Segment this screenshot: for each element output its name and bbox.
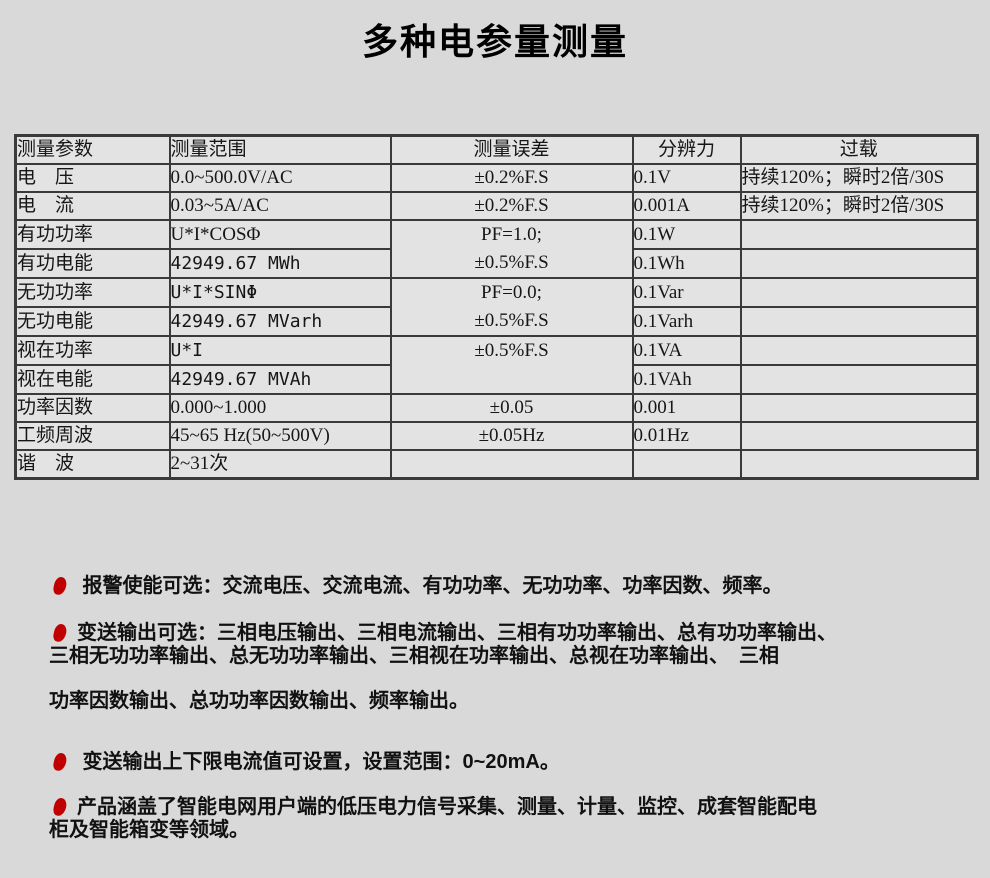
header-resolution: 分辨力: [631, 134, 742, 165]
cell-range: 0.000~1.000: [168, 393, 392, 423]
bullet-transmit-options-line2: 三相无功功率输出、总无功功率输出、三相视在功率输出、总视在功率输出、 三相: [49, 645, 779, 667]
cell-error: ±0.2%F.S: [389, 191, 634, 221]
cell-overload: [739, 449, 979, 480]
cell-resolution: 0.1Wh: [631, 248, 742, 279]
cell-param: 工频周波: [14, 421, 171, 451]
table-row-current: 电 流 0.03~5A/AC ±0.2%F.S 0.001A 持续120%；瞬时…: [14, 191, 979, 221]
table-row-apparent-energy: 视在电能 42949.67 MVAh 0.1VAh: [14, 364, 979, 395]
cell-range: 45~65 Hz(50~500V): [168, 421, 392, 451]
cell-overload: [739, 248, 979, 279]
error-line-1: PF=1.0;: [481, 224, 542, 245]
table-row-frequency: 工频周波 45~65 Hz(50~500V) ±0.05Hz 0.01Hz: [14, 421, 979, 451]
bullet-alarm: 报警使能可选：交流电压、交流电流、有功功率、无功功率、功率因数、频率。: [49, 575, 970, 598]
table-row-power-factor: 功率因数 0.000~1.000 ±0.05 0.001: [14, 393, 979, 423]
cell-resolution: [631, 449, 742, 480]
bullet-icon: [52, 622, 68, 644]
table-row-voltage: 电 压 0.0~500.0V/AC ±0.2%F.S 0.1V 持续120%；瞬…: [14, 163, 979, 193]
cell-param: 有功电能: [14, 248, 171, 279]
bullet-applications-line2: 柜及智能箱变等领域。: [49, 819, 249, 841]
table-row-apparent-power: 视在功率 U*I ±0.5%F.S 0.1VA: [14, 335, 979, 395]
error-line-1: ±0.5%F.S: [474, 340, 549, 361]
error-line-2: ±0.5%F.S: [474, 310, 549, 331]
bullet-transmit-options: 变送输出可选：三相电压输出、三相电流输出、三相有功功率输出、总有功功率输出、: [49, 622, 970, 645]
table-header-row: 测量参数 测量范围 测量误差 分辨力 过载: [14, 134, 979, 165]
table-row-active-energy: 有功电能 42949.67 MWh 0.1Wh: [14, 248, 979, 279]
cell-overload: 持续120%；瞬时2倍/30S: [739, 163, 979, 193]
cell-overload: [739, 219, 979, 250]
table-row-harmonics: 谐 波 2~31次: [14, 449, 979, 480]
cell-param: 视在功率: [14, 335, 171, 366]
cell-range: 0.0~500.0V/AC: [168, 163, 392, 193]
cell-overload: [739, 335, 979, 366]
cell-range: U*I*SINΦ: [168, 277, 392, 308]
cell-overload: 持续120%；瞬时2倍/30S: [739, 191, 979, 221]
feature-bullets: 报警使能可选：交流电压、交流电流、有功功率、无功功率、功率因数、频率。 变送输出…: [49, 575, 970, 842]
bullet-icon: [52, 796, 68, 818]
header-overload: 过载: [739, 134, 979, 165]
cell-error-merged: ±0.5%F.S: [389, 335, 634, 395]
cell-resolution: 0.001A: [631, 191, 742, 221]
cell-error: ±0.05: [389, 393, 634, 423]
table-row-active-power: 有功功率 U*I*COSΦ PF=1.0; ±0.5%F.S 0.1W: [14, 219, 979, 279]
cell-resolution: 0.1Varh: [631, 306, 742, 337]
cell-error-merged: PF=1.0; ±0.5%F.S: [389, 219, 634, 279]
cell-range: U*I*COSΦ: [168, 219, 392, 250]
cell-param: 无功电能: [14, 306, 171, 337]
cell-range: 2~31次: [168, 449, 392, 480]
bullet-icon: [52, 751, 68, 773]
cell-range: 42949.67 MVarh: [168, 306, 392, 337]
cell-param: 无功功率: [14, 277, 171, 308]
table-row-reactive-energy: 无功电能 42949.67 MVarh 0.1Varh: [14, 306, 979, 337]
bullet-text: 报警使能可选：交流电压、交流电流、有功功率、无功功率、功率因数、频率。: [77, 575, 783, 597]
cell-resolution: 0.1V: [631, 163, 742, 193]
cell-param: 电 压: [14, 163, 171, 193]
measurement-spec-table: 测量参数 测量范围 测量误差 分辨力 过载 电 压 0.0~500.0V/AC …: [14, 134, 979, 480]
cell-param: 电 流: [14, 191, 171, 221]
cell-overload: [739, 393, 979, 423]
cell-resolution: 0.001: [631, 393, 742, 423]
page-title: 多种电参量测量: [361, 21, 628, 62]
cell-error: ±0.2%F.S: [389, 163, 634, 193]
cell-error-merged: PF=0.0; ±0.5%F.S: [389, 277, 634, 337]
cell-error: [389, 449, 634, 480]
cell-param: 视在电能: [14, 364, 171, 395]
cell-resolution: 0.1Var: [631, 277, 742, 308]
bullet-transmit-options-line3: 功率因数输出、总功功率因数输出、频率输出。: [49, 690, 469, 712]
error-line-1: PF=0.0;: [481, 282, 542, 303]
header-param: 测量参数: [14, 134, 171, 165]
error-line-2: ±0.5%F.S: [474, 252, 549, 273]
cell-range: U*I: [168, 335, 392, 366]
cell-range: 42949.67 MWh: [168, 248, 392, 279]
header-error: 测量误差: [389, 134, 634, 165]
bullet-icon: [52, 575, 68, 597]
cell-param: 有功功率: [14, 219, 171, 250]
cell-range: 42949.67 MVAh: [168, 364, 392, 395]
bullet-output-range: 变送输出上下限电流值可设置，设置范围：0~20mA。: [49, 751, 970, 774]
error-line-2: [393, 365, 631, 392]
cell-overload: [739, 277, 979, 308]
cell-resolution: 0.1VA: [631, 335, 742, 366]
cell-resolution: 0.1VAh: [631, 364, 742, 395]
cell-param: 谐 波: [14, 449, 171, 480]
table-row-reactive-power: 无功功率 U*I*SINΦ PF=0.0; ±0.5%F.S 0.1Var: [14, 277, 979, 337]
cell-error: ±0.05Hz: [389, 421, 634, 451]
cell-overload: [739, 364, 979, 395]
bullet-text: 变送输出可选：三相电压输出、三相电流输出、三相有功功率输出、总有功功率输出、: [77, 622, 837, 644]
cell-overload: [739, 421, 979, 451]
cell-overload: [739, 306, 979, 337]
cell-resolution: 0.01Hz: [631, 421, 742, 451]
bullet-applications: 产品涵盖了智能电网用户端的低压电力信号采集、测量、计量、监控、成套智能配电: [49, 796, 970, 819]
bullet-text: 变送输出上下限电流值可设置，设置范围：0~20mA。: [77, 751, 560, 773]
cell-range: 0.03~5A/AC: [168, 191, 392, 221]
cell-resolution: 0.1W: [631, 219, 742, 250]
header-range: 测量范围: [168, 134, 392, 165]
bullet-text: 产品涵盖了智能电网用户端的低压电力信号采集、测量、计量、监控、成套智能配电: [77, 796, 817, 818]
cell-param: 功率因数: [14, 393, 171, 423]
